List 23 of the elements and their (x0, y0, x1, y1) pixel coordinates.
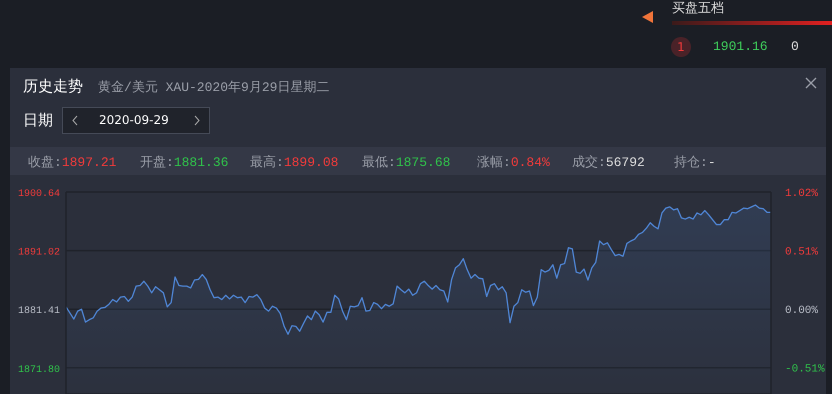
text: 收盘:1897.21 (28, 155, 116, 170)
text: 1 (671, 37, 691, 57)
text: 买盘五档 (672, 1, 724, 16)
y-tick-label: 1900.64 (18, 189, 60, 200)
text: 最高:1899.08 (250, 155, 338, 170)
y2-tick-label: 0.00% (785, 305, 818, 318)
y-tick-label: 1881.41 (18, 306, 60, 318)
text: 0 (791, 39, 799, 54)
y2-tick-label: 1.02% (785, 188, 818, 200)
y2-tick-label: -0.51% (785, 364, 826, 376)
text: 2020-09-29 (99, 113, 169, 127)
text: 开盘:1881.36 (140, 155, 228, 170)
y2-tick-label: 0.51% (785, 246, 818, 259)
chart-title: 历史走势 (23, 77, 83, 96)
text: 1901.16 (713, 39, 768, 54)
y-tick-label: 1871.80 (18, 364, 60, 376)
text: 持仓:- (674, 155, 716, 170)
text: 最低:1875.68 (362, 155, 450, 170)
y-tick-label: 1891.02 (18, 248, 60, 259)
chart-subtitle: 黄金/美元 XAU-2020年9月29日星期二 (98, 79, 330, 96)
text: 涨幅:0.84% (477, 155, 550, 170)
text: 成交:56792 (572, 155, 645, 170)
text: 日期 (23, 111, 53, 130)
